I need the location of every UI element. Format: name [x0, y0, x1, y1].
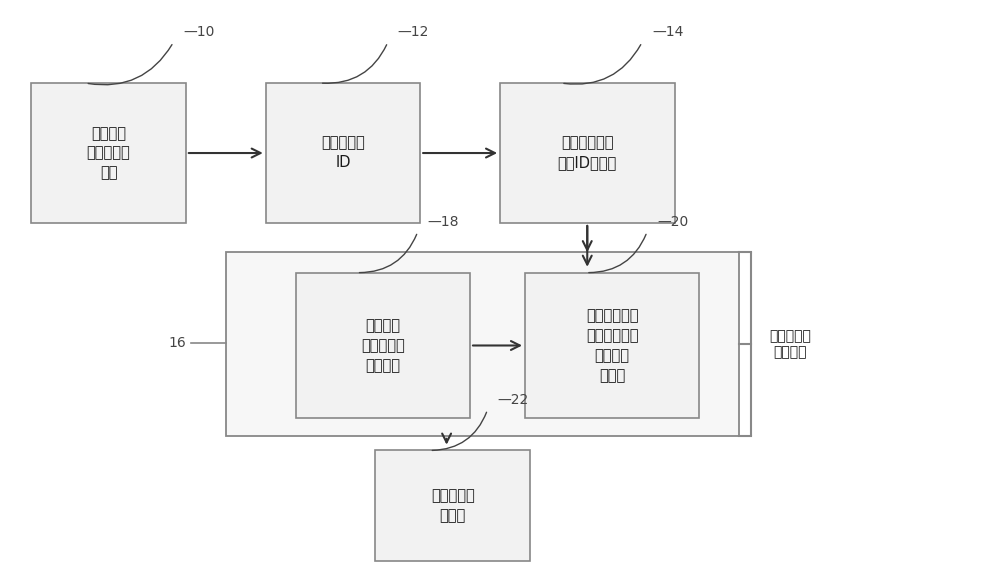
Text: 更新加盐字段
以反映在比特
位置处的
比特值: 更新加盐字段 以反映在比特 位置处的 比特值: [586, 308, 638, 383]
Text: —20: —20: [657, 215, 688, 229]
Bar: [266, 83, 420, 223]
Text: 确定关键
字符和加盐
字段: 确定关键 字符和加盐 字段: [87, 126, 130, 180]
Text: 对每个记录
进行处理: 对每个记录 进行处理: [769, 329, 811, 359]
Text: 生成包括经加
盐的ID的文件: 生成包括经加 盐的ID的文件: [558, 135, 617, 171]
Text: —14: —14: [652, 25, 683, 39]
Text: —18: —18: [428, 215, 459, 229]
Text: —10: —10: [183, 25, 215, 39]
Bar: [375, 451, 530, 561]
Bar: [525, 272, 699, 418]
Text: —12: —12: [398, 25, 429, 39]
Bar: [31, 83, 186, 223]
Bar: [296, 272, 470, 418]
Bar: [226, 252, 739, 436]
Text: 分配接收方
ID: 分配接收方 ID: [321, 135, 365, 171]
Text: 发送经加盐
的文件: 发送经加盐 的文件: [431, 489, 475, 523]
Text: —22: —22: [498, 393, 529, 407]
Text: 评估关键
字符以确定
比特位置: 评估关键 字符以确定 比特位置: [361, 318, 405, 373]
Text: 16: 16: [168, 336, 186, 350]
Bar: [500, 83, 675, 223]
